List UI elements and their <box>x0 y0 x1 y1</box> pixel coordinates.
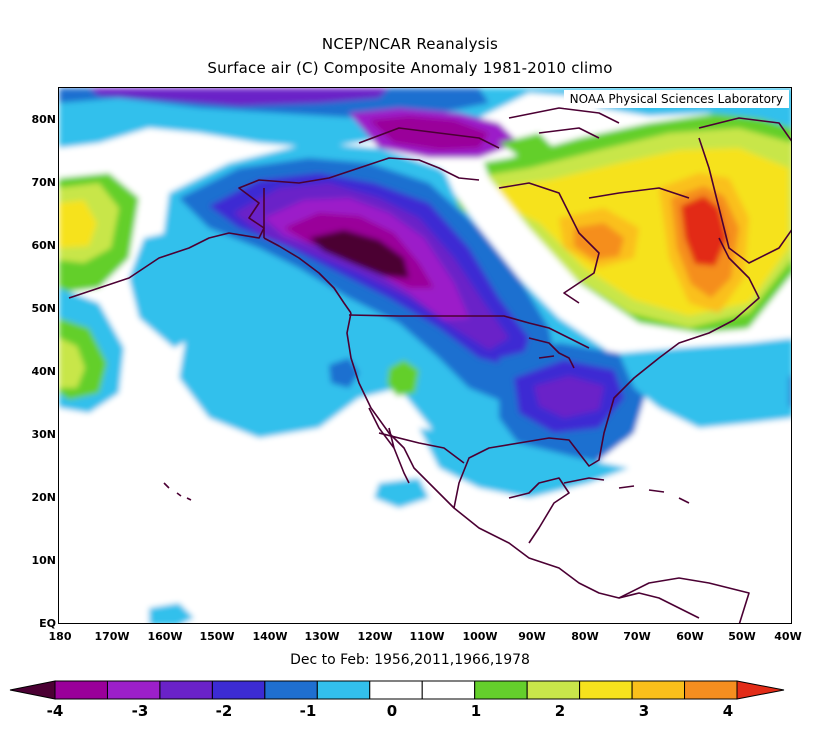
colorbar-segment <box>316 680 371 700</box>
colorbar-segment <box>526 680 581 700</box>
lat-label: EQ <box>39 617 56 630</box>
colorbar-tick-label: -3 <box>131 702 149 720</box>
colorbar-tick-label: 0 <box>386 702 398 720</box>
lon-label: 150W <box>199 630 235 643</box>
colorbar-segment <box>474 680 528 700</box>
colorbar-tick-label: 1 <box>470 702 482 720</box>
colorbar-segment <box>369 680 423 700</box>
lon-label: 160W <box>147 630 183 643</box>
lon-label: 110W <box>409 630 445 643</box>
colorbar-segment <box>211 680 266 700</box>
lat-label: 50N <box>31 302 56 315</box>
colorbar-tick-label: -1 <box>299 702 317 720</box>
lon-label: 130W <box>304 630 340 643</box>
lon-label: 70W <box>623 630 651 643</box>
colorbar-tick-label: 2 <box>554 702 566 720</box>
credit-label: NOAA Physical Sciences Laboratory <box>563 90 789 108</box>
colorbar-segment <box>264 680 318 700</box>
chart-title: NCEP/NCAR Reanalysis <box>321 35 499 53</box>
lon-label: 90W <box>518 630 546 643</box>
chart-subtitle: Surface air (C) Composite Anomaly 1981-2… <box>207 59 613 77</box>
lat-label: 10N <box>31 554 56 567</box>
lat-label: 70N <box>31 176 56 189</box>
colorbar-tick-label: -2 <box>215 702 233 720</box>
colorbar-tick-label: 4 <box>722 702 734 720</box>
lat-label: 30N <box>31 428 56 441</box>
lon-label: 40W <box>774 630 802 643</box>
colorbar-segment <box>631 680 686 700</box>
colorbar-segment <box>684 680 738 700</box>
color-scale-bar <box>9 680 785 700</box>
lon-label: 100W <box>462 630 498 643</box>
colorbar-arrow-max <box>736 680 785 700</box>
lon-label: 170W <box>94 630 130 643</box>
colorbar-segment <box>54 680 108 700</box>
lon-label: 140W <box>252 630 288 643</box>
colorbar-segment <box>579 680 633 700</box>
colorbar-tick-label: 3 <box>638 702 650 720</box>
anomaly-map: NOAA Physical Sciences Laboratory <box>58 87 792 624</box>
colorbar-segment <box>106 680 161 700</box>
colorbar-segment <box>421 680 476 700</box>
lon-label: 60W <box>676 630 704 643</box>
lat-label: 60N <box>31 239 56 252</box>
lat-label: 40N <box>31 365 56 378</box>
lon-label: 120W <box>357 630 393 643</box>
lat-label: 20N <box>31 491 56 504</box>
period-label: Dec to Feb: 1956,2011,1966,1978 <box>290 652 530 668</box>
lon-label: 80W <box>571 630 599 643</box>
colorbar-tick-label: -4 <box>46 702 64 720</box>
map-canvas <box>59 88 791 623</box>
colorbar-arrow-min <box>9 680 56 700</box>
lon-label: 180 <box>48 630 72 643</box>
colorbar-segment <box>159 680 213 700</box>
lat-label: 80N <box>31 113 56 126</box>
lon-label: 50W <box>728 630 756 643</box>
